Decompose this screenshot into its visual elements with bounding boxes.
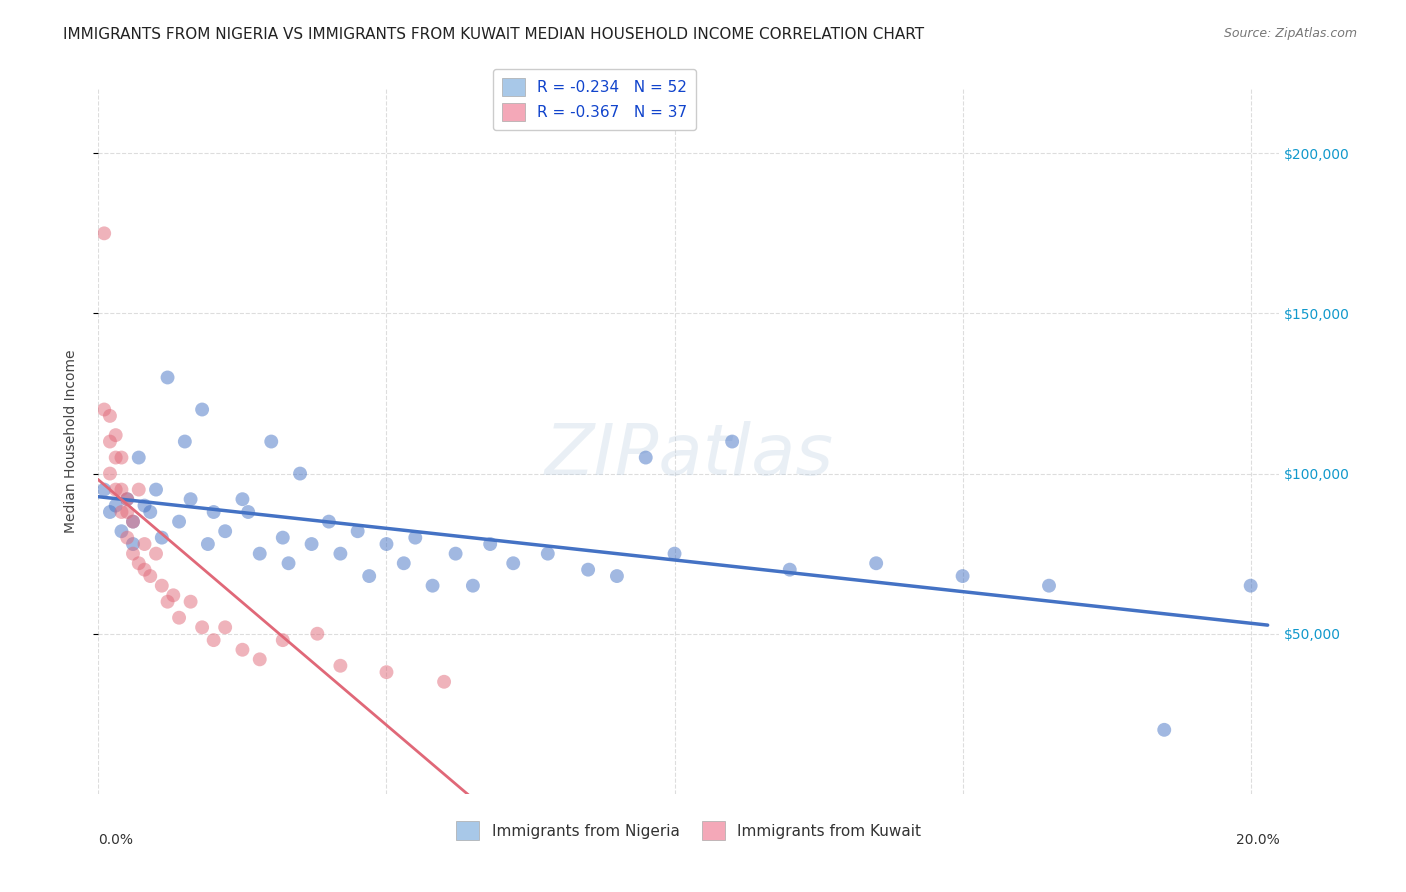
Point bbox=[134, 537, 156, 551]
Y-axis label: Median Household Income: Median Household Income bbox=[63, 350, 77, 533]
Point bbox=[537, 547, 560, 561]
Point bbox=[110, 483, 132, 497]
Point bbox=[1240, 579, 1263, 593]
Point bbox=[375, 665, 398, 680]
Point bbox=[444, 547, 467, 561]
Point bbox=[721, 434, 744, 449]
Point bbox=[375, 537, 398, 551]
Point bbox=[98, 467, 121, 481]
Point bbox=[104, 450, 127, 465]
Point bbox=[271, 633, 294, 648]
Point bbox=[115, 505, 138, 519]
Point bbox=[145, 547, 167, 561]
Point bbox=[231, 642, 253, 657]
Point bbox=[139, 505, 162, 519]
Point bbox=[93, 402, 115, 417]
Point bbox=[167, 515, 190, 529]
Point bbox=[271, 531, 294, 545]
Point bbox=[249, 547, 271, 561]
Point bbox=[180, 595, 202, 609]
Point bbox=[1038, 579, 1060, 593]
Point bbox=[115, 492, 138, 507]
Point bbox=[202, 505, 225, 519]
Point bbox=[93, 227, 115, 241]
Point bbox=[128, 483, 150, 497]
Point bbox=[197, 537, 219, 551]
Text: IMMIGRANTS FROM NIGERIA VS IMMIGRANTS FROM KUWAIT MEDIAN HOUSEHOLD INCOME CORREL: IMMIGRANTS FROM NIGERIA VS IMMIGRANTS FR… bbox=[63, 27, 924, 42]
Point bbox=[156, 595, 179, 609]
Point bbox=[122, 515, 145, 529]
Point bbox=[202, 633, 225, 648]
Point bbox=[779, 563, 801, 577]
Point bbox=[260, 434, 283, 449]
Point bbox=[634, 450, 657, 465]
Point bbox=[404, 531, 426, 545]
Point bbox=[128, 450, 150, 465]
Point bbox=[134, 499, 156, 513]
Point bbox=[180, 492, 202, 507]
Point bbox=[422, 579, 444, 593]
Point bbox=[238, 505, 260, 519]
Point bbox=[392, 556, 415, 570]
Point bbox=[122, 515, 145, 529]
Legend: Immigrants from Nigeria, Immigrants from Kuwait: Immigrants from Nigeria, Immigrants from… bbox=[450, 815, 928, 847]
Point bbox=[167, 610, 190, 624]
Point bbox=[162, 588, 184, 602]
Point bbox=[173, 434, 195, 449]
Point bbox=[214, 620, 236, 634]
Point bbox=[318, 515, 340, 529]
Point bbox=[191, 402, 214, 417]
Text: ZIPatlas: ZIPatlas bbox=[544, 421, 834, 490]
Point bbox=[606, 569, 628, 583]
Point bbox=[191, 620, 214, 634]
Point bbox=[346, 524, 368, 539]
Text: 0.0%: 0.0% bbox=[98, 832, 134, 847]
Text: Source: ZipAtlas.com: Source: ZipAtlas.com bbox=[1223, 27, 1357, 40]
Point bbox=[156, 370, 179, 384]
Point bbox=[104, 428, 127, 442]
Point bbox=[110, 505, 132, 519]
Point bbox=[122, 537, 145, 551]
Point bbox=[301, 537, 323, 551]
Point bbox=[865, 556, 887, 570]
Point bbox=[134, 563, 156, 577]
Point bbox=[104, 499, 127, 513]
Point bbox=[288, 467, 311, 481]
Text: 20.0%: 20.0% bbox=[1236, 832, 1279, 847]
Point bbox=[98, 434, 121, 449]
Point bbox=[359, 569, 381, 583]
Point bbox=[139, 569, 162, 583]
Point bbox=[231, 492, 253, 507]
Point bbox=[502, 556, 524, 570]
Point bbox=[110, 524, 132, 539]
Point bbox=[576, 563, 599, 577]
Point bbox=[461, 579, 484, 593]
Point bbox=[93, 483, 115, 497]
Point bbox=[115, 492, 138, 507]
Point bbox=[150, 579, 173, 593]
Point bbox=[110, 450, 132, 465]
Point bbox=[329, 658, 352, 673]
Point bbox=[128, 556, 150, 570]
Point bbox=[1153, 723, 1175, 737]
Point bbox=[214, 524, 236, 539]
Point bbox=[150, 531, 173, 545]
Point bbox=[952, 569, 974, 583]
Point bbox=[329, 547, 352, 561]
Point bbox=[277, 556, 299, 570]
Point bbox=[98, 409, 121, 423]
Point bbox=[664, 547, 686, 561]
Point bbox=[307, 626, 329, 640]
Point bbox=[104, 483, 127, 497]
Point bbox=[145, 483, 167, 497]
Point bbox=[479, 537, 502, 551]
Point bbox=[122, 547, 145, 561]
Point bbox=[115, 531, 138, 545]
Point bbox=[249, 652, 271, 666]
Point bbox=[433, 674, 456, 689]
Point bbox=[98, 505, 121, 519]
